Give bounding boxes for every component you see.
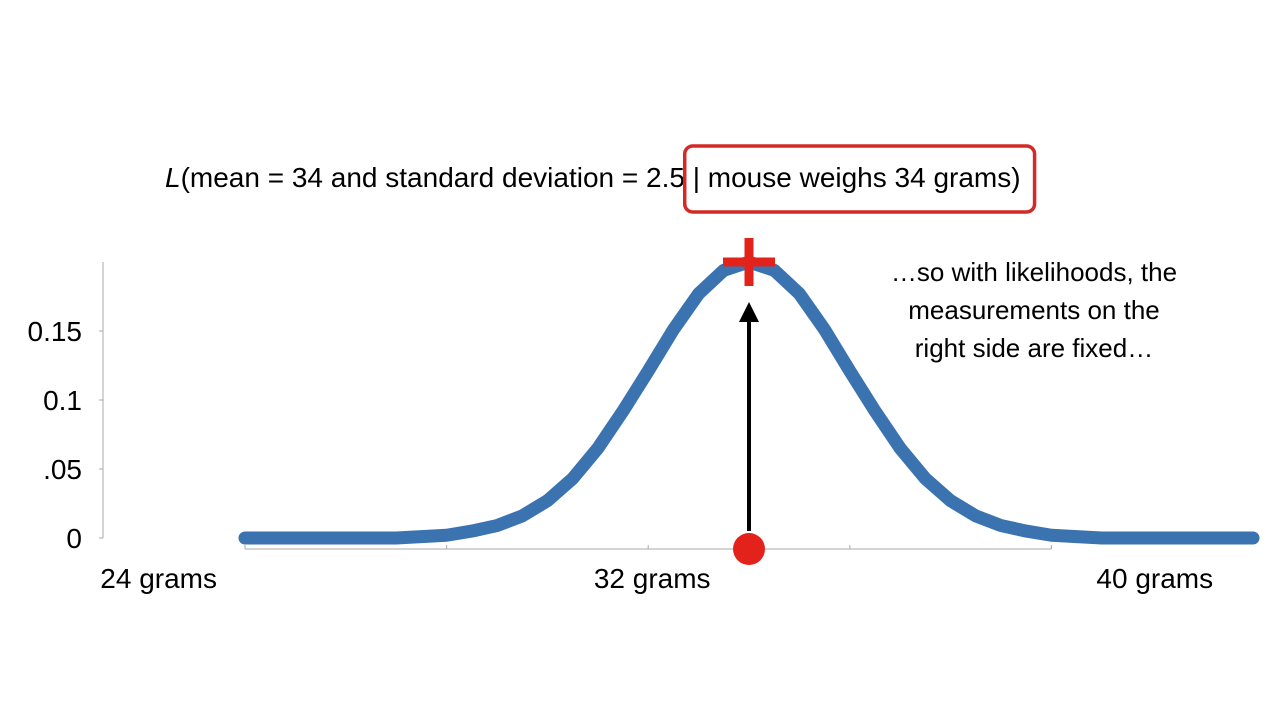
title-italic: L: [165, 162, 181, 193]
annotation: measurements on the: [908, 295, 1159, 325]
x-tick-label: 40 grams: [1096, 563, 1213, 594]
chart-title: L(mean = 34 and standard deviation = 2.5…: [165, 162, 1021, 193]
x-tick-label: 32 grams: [594, 563, 711, 594]
title-text: (mean = 34 and standard deviation = 2.5: [181, 162, 693, 193]
y-tick-label: 0: [66, 523, 82, 554]
highlight-box: [682, 144, 1037, 214]
annotation: …so with likelihoods, the: [891, 257, 1177, 287]
likelihood-marker: [723, 238, 775, 286]
title-highlighted: | mouse weighs 34 grams): [693, 162, 1021, 193]
y-tick-label: 0.1: [43, 385, 82, 416]
measurement-point: [733, 533, 765, 565]
arrow-head: [739, 302, 759, 322]
x-tick-label: 24 grams: [100, 563, 217, 594]
y-tick-label: 0.15: [28, 316, 83, 347]
y-tick-label: .05: [43, 454, 82, 485]
annotation: right side are fixed…: [915, 333, 1153, 363]
